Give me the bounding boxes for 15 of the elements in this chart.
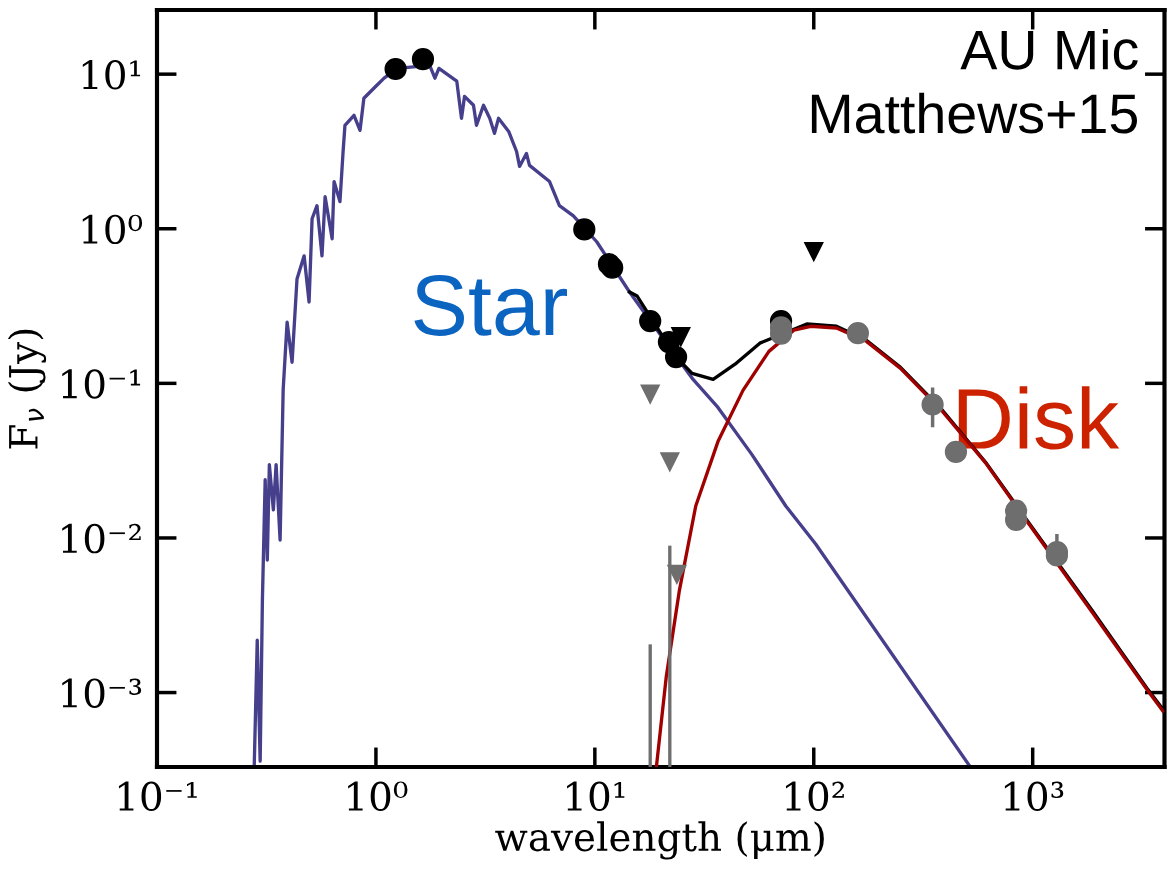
y-tick-label: 10⁻¹ [62, 369, 141, 399]
x-tick-label: 10⁻¹ [118, 781, 197, 811]
y-tick-label: 10⁻² [62, 523, 141, 554]
annotation: Star [414, 274, 568, 336]
annotation: AU Mic Matthews+15 [811, 28, 1138, 134]
x-tick-label: 10¹ [567, 781, 625, 811]
x-tick-label: 10⁰ [348, 781, 408, 811]
y-tick-label: 10⁰ [82, 214, 143, 245]
x-axis-title: wavelength (μm) [495, 821, 824, 860]
x-tick-label: 10³ [1004, 781, 1064, 811]
x-tick-label: 10² [785, 781, 844, 811]
y-tick-label: 10⁻³ [62, 678, 142, 708]
y-axis-title: F$_{ν}$ (Jy) [7, 329, 47, 449]
annotation: Disk [958, 386, 1120, 450]
y-tick-label: 10¹ [82, 60, 141, 90]
